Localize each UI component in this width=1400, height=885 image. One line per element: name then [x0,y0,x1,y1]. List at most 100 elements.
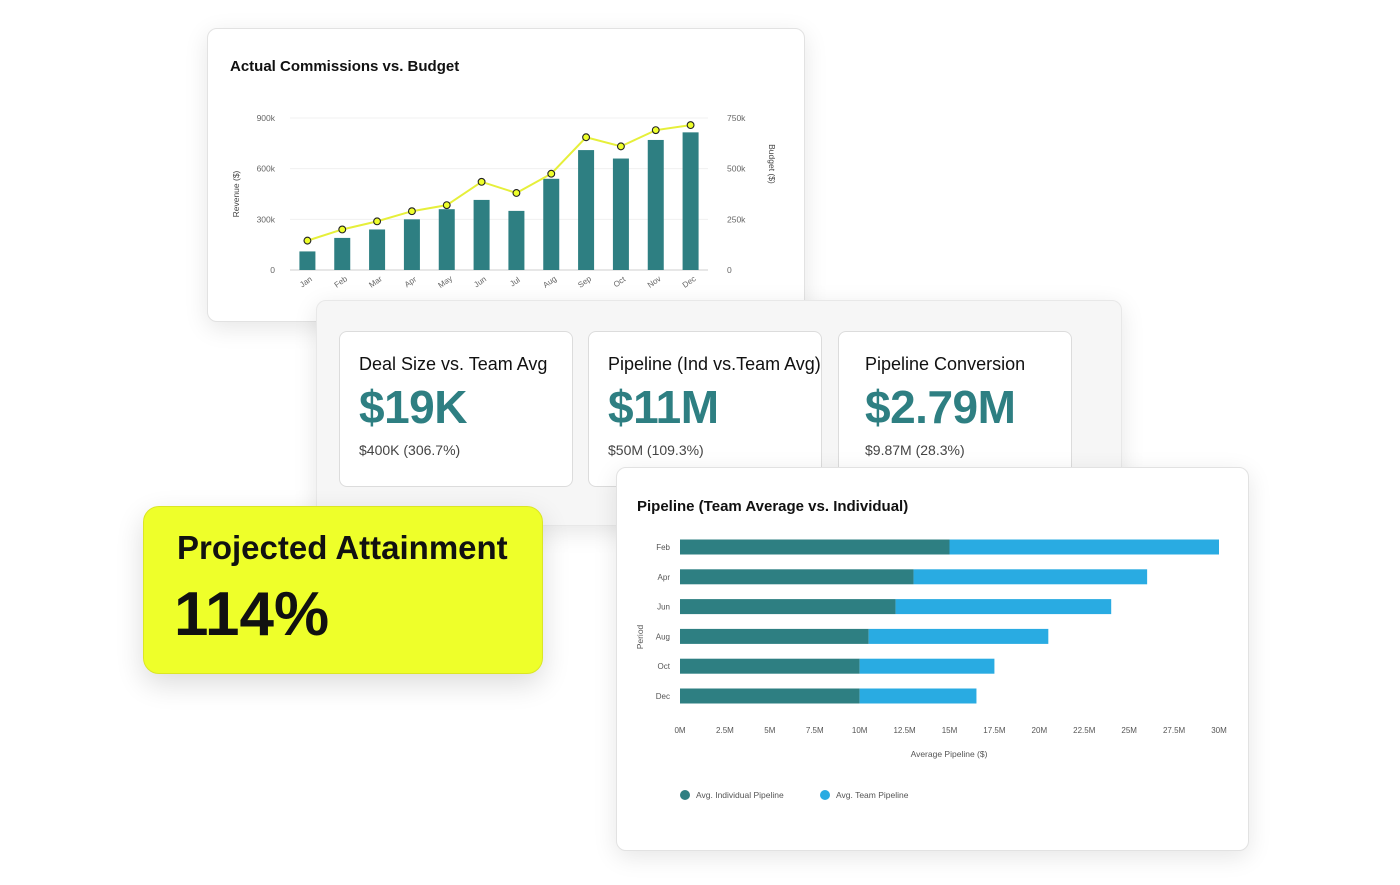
bar-revenue [543,178,560,270]
bar-individual [680,628,869,644]
y-tick-label: Jun [657,603,670,612]
y-tick-label: 300k [257,214,276,224]
bar-team [859,658,995,674]
bar-team [913,569,1148,585]
kpi-label: Deal Size vs. Team Avg [359,354,548,374]
x-tick-label: Jan [298,275,314,290]
x-tick-label: 10M [852,726,868,735]
bar-revenue [299,251,316,270]
y-right-tick-label: 0 [727,265,732,275]
x-tick-label: 20M [1032,726,1048,735]
commissions-chart-title: Actual Commissions vs. Budget [230,58,460,75]
x-tick-label: Feb [333,274,350,290]
kpi-subvalue: $400K (306.7%) [359,442,461,458]
bar-individual [680,539,950,555]
y-tick-label: 0 [270,265,275,275]
bar-revenue [438,209,455,270]
budget-point [442,201,451,210]
legend-label: Avg. Individual Pipeline [696,790,784,800]
kpi-subvalue: $50M (109.3%) [608,442,704,458]
y-tick-label: Apr [658,573,671,582]
budget-point [512,189,521,197]
bar-revenue [647,139,664,270]
budget-point [303,236,312,245]
budget-point [616,142,625,151]
bar-individual [680,569,914,585]
budget-point [338,225,347,234]
y-axis-label: Revenue ($) [231,170,241,217]
budget-point [547,169,556,178]
legend-marker-individual [680,790,690,800]
kpi-tile-pipeline: Pipeline (Ind vs.Team Avg) $11M $50M (10… [588,331,822,487]
kpi-value: $2.79M [865,381,1016,433]
y-right-axis-label: Budget ($) [767,144,777,184]
bar-revenue [578,150,595,270]
bar-team [949,539,1219,555]
x-tick-label: 7.5M [806,726,824,735]
bar-individual [680,599,896,615]
x-tick-label: Jun [472,275,488,290]
x-tick-label: 25M [1121,726,1137,735]
x-tick-label: 5M [764,726,775,735]
bar-individual [680,658,860,674]
bar-revenue [334,237,351,270]
pipeline-chart: Feb Apr Jun Aug Oct Dec 0M 2.5M 5M 7.5M 10M 12.5M 15… [635,539,1227,800]
y-right-tick-label: 750k [727,113,746,123]
x-tick-label: 22.5M [1073,726,1096,735]
y-tick-label: Aug [656,632,670,641]
kpi-value: $11M [608,381,719,433]
kpi-value: $19K [359,381,467,433]
x-tick-label: 27.5M [1163,726,1186,735]
bar-individual [680,688,860,704]
x-tick-label: Dec [681,274,698,290]
x-tick-label: Jul [508,275,522,288]
x-tick-label: 2.5M [716,726,734,735]
y-axis-label: Period [635,624,645,649]
x-tick-label: May [437,274,455,290]
legend-marker-team [820,790,830,800]
y-tick-label: 900k [257,113,276,123]
x-tick-label: 15M [942,726,958,735]
bar-revenue [682,132,699,270]
attainment-value: 114% [174,580,330,649]
kpi-label: Pipeline (Ind vs.Team Avg) [608,354,821,374]
budget-line [307,124,691,242]
pipeline-chart-title: Pipeline (Team Average vs. Individual) [637,498,909,515]
attainment-title: Projected Attainment [177,529,508,566]
bar-team [859,688,977,704]
projected-attainment-card: Projected Attainment 114% [143,506,543,674]
kpi-tile-pipeline-conversion: Pipeline Conversion $2.79M $9.87M (28.3%… [838,331,1072,487]
x-tick-label: Aug [541,274,558,290]
budget-point [651,126,660,135]
x-tick-label: Oct [612,274,628,289]
kpi-tile-deal-size: Deal Size vs. Team Avg $19K $400K (306.7… [339,331,573,487]
budget-point [686,121,695,130]
x-axis-label: Average Pipeline ($) [911,749,988,759]
x-tick-label: Mar [367,274,384,289]
bar-team [895,599,1112,615]
y-tick-label: Feb [656,543,670,552]
pipeline-chart-card: Pipeline (Team Average vs. Individual) F… [616,467,1249,851]
budget-point [407,207,416,216]
commissions-chart: 0 300k 600k 900k 0 250k 500k 750k Revenue ($) Bud… [231,113,777,290]
x-tick-label: 0M [674,726,685,735]
x-tick-label: Nov [646,274,663,290]
x-tick-label: Apr [403,275,419,290]
y-tick-label: Oct [658,662,671,671]
y-tick-label: Dec [656,692,670,701]
x-tick-label: Sep [576,274,593,290]
bar-revenue [369,229,386,270]
bar-revenue [508,210,525,270]
x-tick-label: 30M [1211,726,1227,735]
y-right-tick-label: 250k [727,214,746,224]
legend-label: Avg. Team Pipeline [836,790,909,800]
budget-point [373,217,382,226]
bar-revenue [612,158,629,270]
bar-revenue [473,199,490,270]
budget-point [582,133,591,142]
bar-team [868,628,1049,644]
bar-revenue [403,219,420,270]
kpi-subvalue: $9.87M (28.3%) [865,442,965,458]
kpi-label: Pipeline Conversion [865,354,1026,374]
y-tick-label: 600k [257,164,276,174]
